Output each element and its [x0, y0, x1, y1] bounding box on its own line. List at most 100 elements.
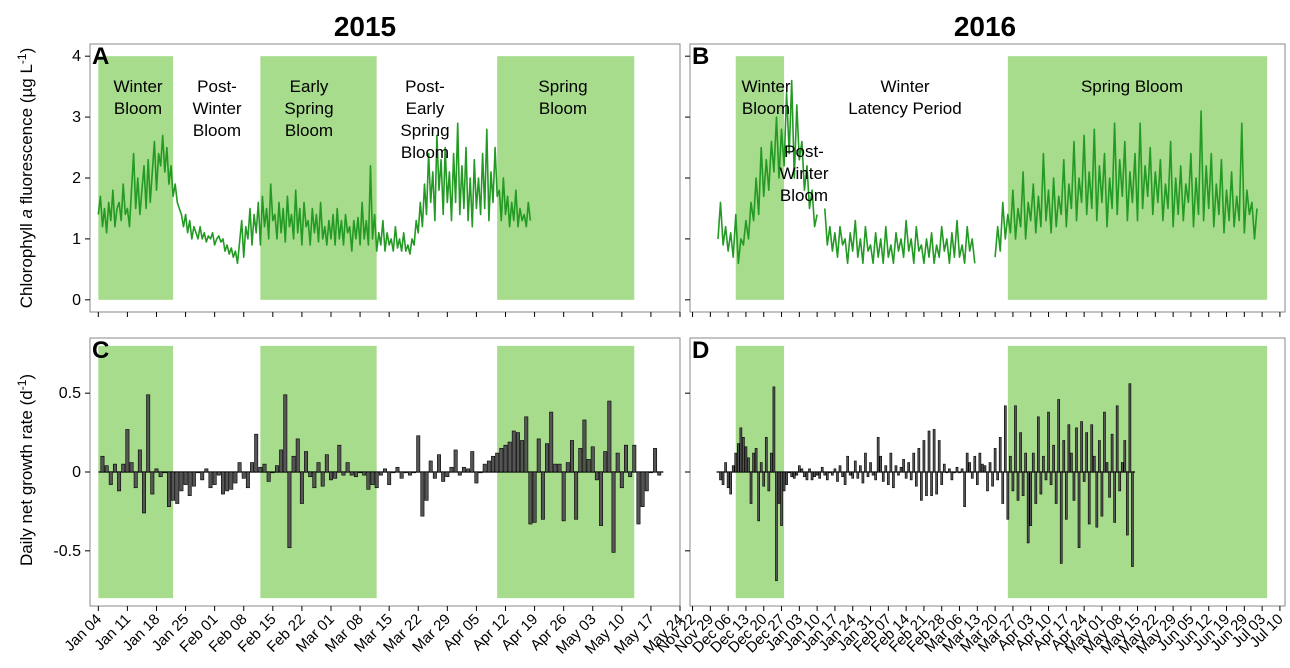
- growth-bar: [998, 437, 1002, 473]
- growth-bar: [993, 448, 997, 473]
- growth-bar: [841, 471, 844, 478]
- growth-bar: [889, 452, 893, 473]
- phase-label-post-early-spring-bloom: Post- Early Spring Bloom: [400, 77, 449, 162]
- y-tick-label: 3: [72, 109, 81, 126]
- growth-bar: [1016, 471, 1020, 501]
- panel-letter: B: [692, 43, 709, 70]
- growth-bar: [1019, 432, 1022, 473]
- growth-bar: [258, 466, 263, 473]
- phase-label-line: Post-: [197, 77, 237, 96]
- growth-bar: [986, 471, 989, 492]
- growth-bar: [803, 471, 806, 478]
- growth-bar: [831, 471, 834, 476]
- growth-bar: [1047, 411, 1050, 473]
- year-title-2015: 2015: [334, 11, 396, 42]
- growth-bar: [482, 463, 487, 473]
- growth-bar: [486, 460, 491, 473]
- growth-bar: [112, 463, 117, 473]
- growth-bar: [1034, 471, 1038, 504]
- growth-bar: [856, 471, 860, 479]
- growth-bar: [495, 452, 500, 473]
- growth-bar: [1115, 405, 1119, 473]
- y-label-part: Chlorophyll: [17, 218, 36, 308]
- growth-bar: [792, 471, 796, 479]
- growth-bar: [142, 471, 146, 514]
- growth-bar: [764, 437, 768, 473]
- growth-bar: [383, 468, 387, 473]
- growth-bar: [823, 471, 827, 476]
- y-label-superscript: -1: [15, 379, 29, 390]
- growth-bar: [1077, 471, 1081, 548]
- growth-bar: [549, 411, 554, 473]
- growth-bar: [204, 468, 209, 473]
- y-label-part: ): [17, 48, 36, 54]
- growth-bar: [196, 471, 200, 474]
- growth-bar: [353, 471, 358, 478]
- growth-bar: [1006, 471, 1010, 520]
- growth-bar: [216, 471, 221, 476]
- growth-bar: [1118, 471, 1122, 492]
- growth-bar: [742, 437, 745, 473]
- growth-bar: [780, 471, 783, 526]
- growth-bar: [726, 471, 730, 489]
- y-label-italic: a: [17, 209, 36, 218]
- growth-bar: [403, 471, 408, 474]
- growth-bar: [790, 471, 794, 478]
- growth-bar: [996, 471, 999, 481]
- growth-bar: [927, 430, 931, 473]
- growth-bar: [644, 471, 649, 492]
- growth-bar: [619, 471, 624, 489]
- growth-bar: [428, 460, 433, 473]
- growth-bar: [320, 471, 325, 487]
- growth-bar: [879, 455, 883, 473]
- y-axis-label-fluorescence: Chlorophyll a fluorescence (µg L-1): [15, 48, 36, 309]
- growth-bar: [154, 468, 159, 473]
- growth-bar: [1070, 452, 1073, 473]
- bloom-shading-spring-bloom: [497, 56, 635, 300]
- growth-bar: [978, 452, 982, 473]
- growth-bar: [358, 471, 363, 474]
- growth-bar: [739, 427, 743, 473]
- growth-bar: [366, 471, 371, 490]
- growth-bar: [250, 462, 255, 473]
- growth-bar: [734, 452, 738, 473]
- growth-bar: [1087, 471, 1091, 525]
- growth-bar: [570, 440, 574, 473]
- growth-bar: [412, 471, 417, 474]
- growth-bar: [345, 462, 350, 473]
- growth-bar: [536, 438, 541, 473]
- growth-bar: [457, 471, 462, 476]
- growth-bar: [899, 466, 903, 473]
- growth-bar: [731, 465, 735, 473]
- growth-bar: [349, 471, 354, 476]
- growth-bar: [772, 386, 776, 473]
- growth-bar: [636, 471, 641, 525]
- growth-bar: [922, 440, 926, 473]
- growth-bar: [1009, 455, 1012, 473]
- growth-bar: [757, 471, 760, 522]
- growth-bar: [171, 471, 176, 501]
- growth-bar: [864, 452, 867, 473]
- growth-bar: [515, 432, 520, 473]
- growth-bar: [179, 471, 184, 492]
- growth-bar: [1113, 471, 1116, 523]
- panel-c-growth-2015: -0.5 0 0.5 C: [53, 337, 681, 611]
- growth-bar: [524, 416, 529, 473]
- growth-bar: [200, 471, 205, 481]
- growth-bar: [940, 471, 944, 485]
- growth-bar: [767, 471, 771, 492]
- growth-bar: [853, 460, 857, 473]
- growth-bar: [925, 471, 928, 496]
- growth-bar: [724, 462, 727, 473]
- growth-bar: [466, 468, 471, 473]
- growth-bar: [391, 471, 396, 474]
- growth-bar: [362, 471, 367, 476]
- growth-bar: [813, 471, 816, 478]
- phase-label-line: Winter: [779, 164, 828, 183]
- growth-bar: [208, 471, 213, 489]
- panel-b-chlorophyll-2016: B Winter Bloom Post- Winter Bloom Winter Latenc…: [685, 43, 1286, 317]
- growth-bar: [432, 471, 437, 479]
- growth-bar: [407, 471, 412, 476]
- growth-bar: [117, 471, 122, 492]
